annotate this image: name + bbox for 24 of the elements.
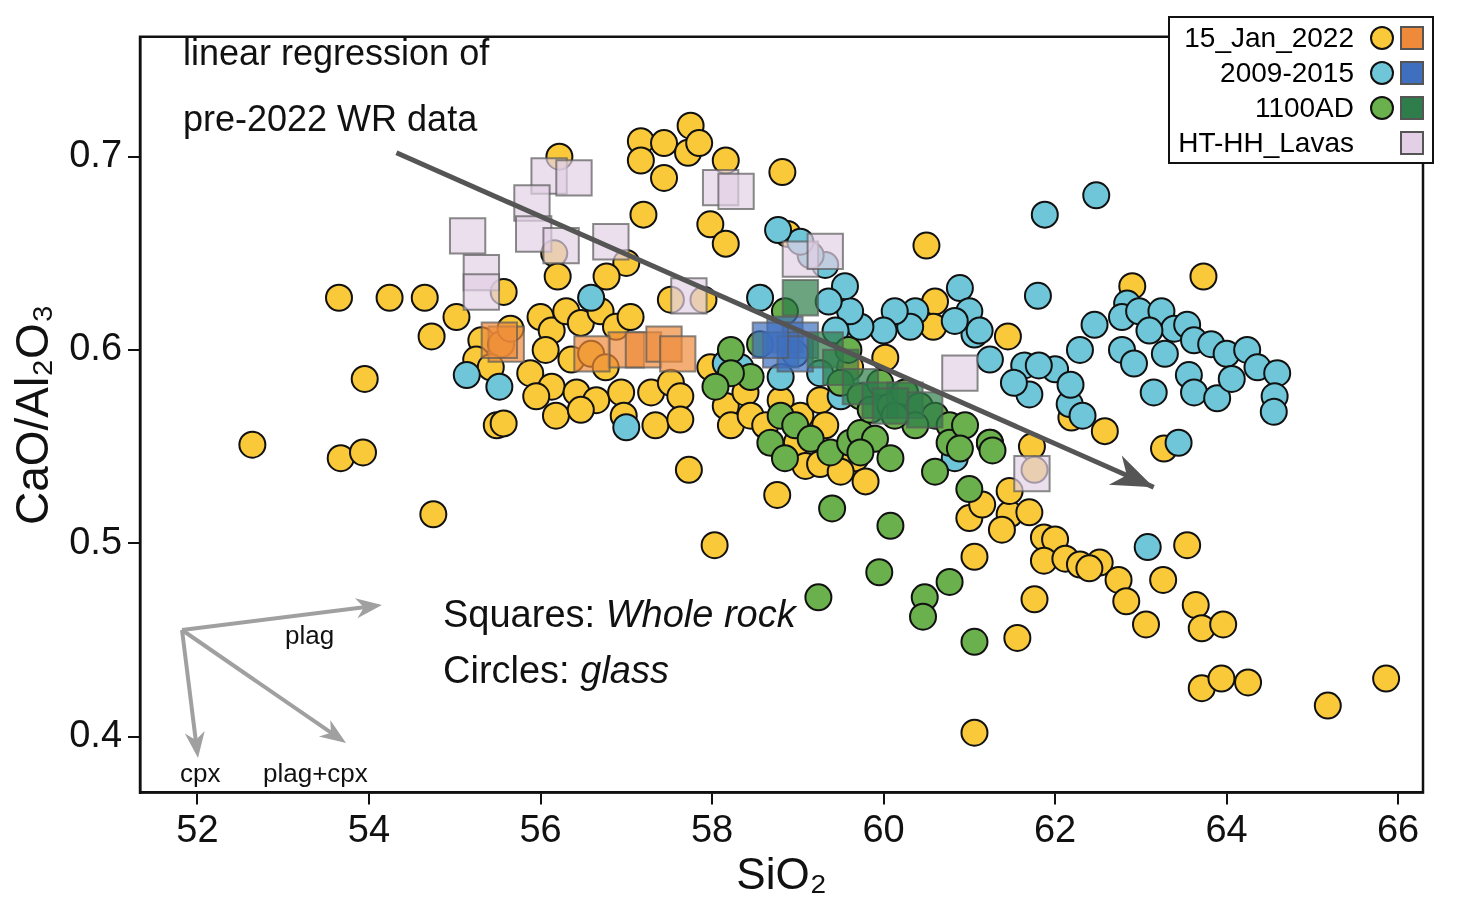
annotation: plag+cpx (263, 758, 368, 789)
legend-label: 1100AD (1253, 91, 1354, 124)
y-tick-label: 0.4 (69, 713, 123, 756)
y-tick-label: 0.7 (69, 133, 123, 176)
annotation: linear regression of pre-2022 WR data (183, 31, 490, 141)
annotation: cpx (180, 758, 221, 789)
legend-label: 2009-2015 (1219, 56, 1354, 89)
y-tick-label: 0.5 (69, 519, 123, 562)
x-tick-label: 52 (176, 807, 219, 850)
legend-label: 15_Jan_2022 (1183, 21, 1354, 54)
x-tick-label: 66 (1376, 807, 1420, 850)
x-tick-label: 60 (862, 807, 905, 850)
x-axis-title: SiO₂ (736, 848, 827, 898)
x-tick-label: 54 (347, 807, 391, 850)
annotation: Circles: glass (443, 649, 669, 691)
x-tick-label: 62 (1033, 807, 1077, 850)
legend-label: HT-HH_Lavas (1178, 126, 1354, 159)
x-tick-label: 58 (690, 807, 734, 850)
annotation: plag (285, 620, 335, 651)
annotation: Squares: Whole rock (443, 593, 796, 635)
x-tick-label: 56 (519, 807, 562, 850)
y-axis-title: CaO/Al₂O₃ (6, 304, 59, 526)
y-tick-label: 0.6 (69, 326, 123, 369)
x-tick-label: 64 (1205, 807, 1248, 850)
